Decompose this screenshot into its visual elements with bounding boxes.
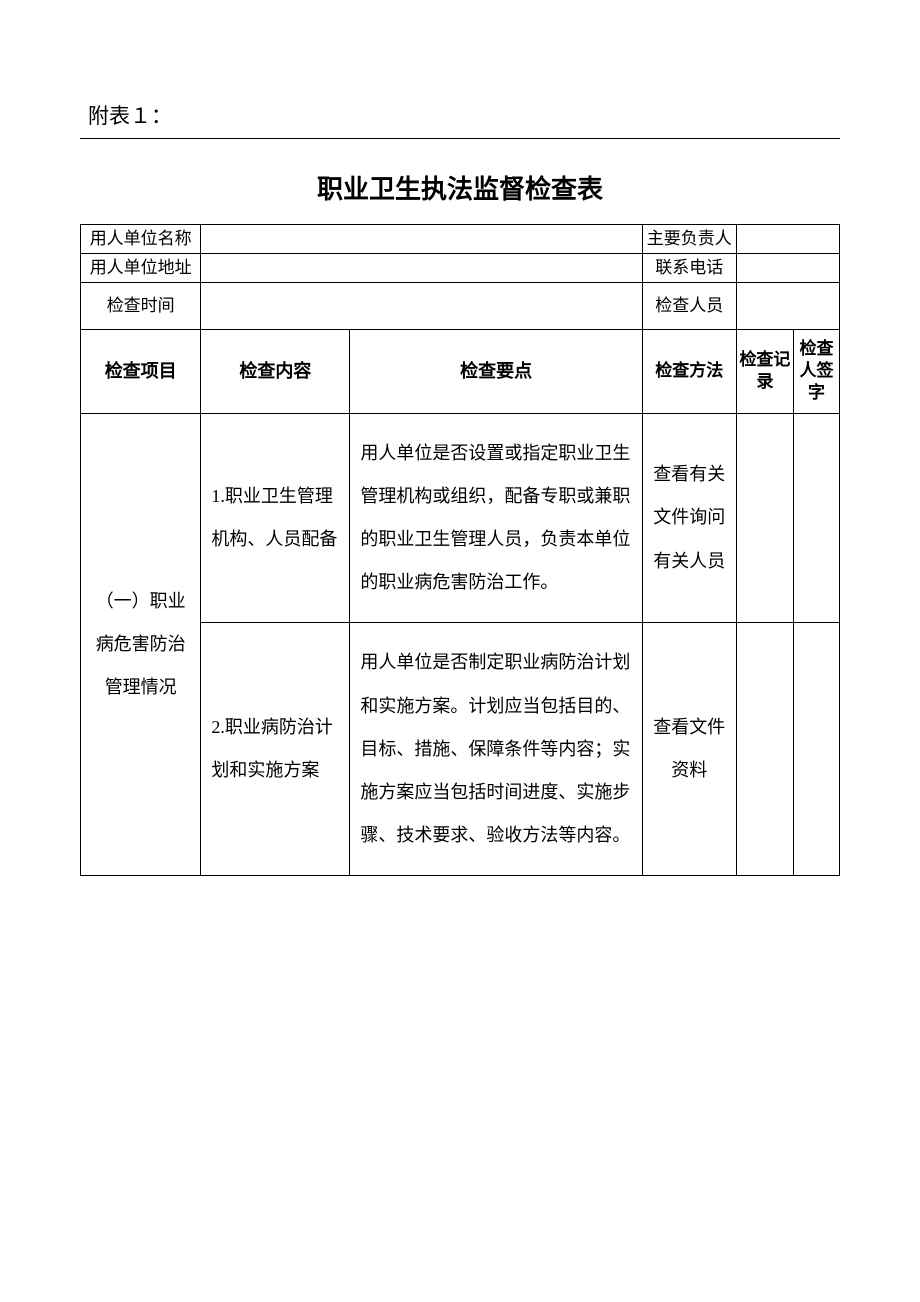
label-employer-name: 用人单位名称 — [81, 225, 201, 254]
info-row-2: 用人单位地址 联系电话 — [81, 254, 840, 283]
value-principal — [736, 225, 839, 254]
label-employer-address: 用人单位地址 — [81, 254, 201, 283]
value-employer-address — [201, 254, 642, 283]
label-inspector: 检查人员 — [642, 283, 736, 330]
info-row-3: 检查时间 检查人员 — [81, 283, 840, 330]
value-employer-name — [201, 225, 642, 254]
cell-content-1: 1.职业卫生管理机构、人员配备 — [201, 413, 350, 623]
header-content: 检查内容 — [201, 330, 350, 413]
cell-point-1: 用人单位是否设置或指定职业卫生管理机构或组织，配备专职或兼职的职业卫生管理人员，… — [350, 413, 642, 623]
cell-sign-1 — [794, 413, 840, 623]
label-principal: 主要负责人 — [642, 225, 736, 254]
cell-method-2: 查看文件资料 — [642, 623, 736, 876]
header-sign: 检查人签字 — [794, 330, 840, 413]
info-row-1: 用人单位名称 主要负责人 — [81, 225, 840, 254]
header-record: 检查记录 — [736, 330, 793, 413]
cell-point-2: 用人单位是否制定职业病防治计划和实施方案。计划应当包括目的、目标、措施、保障条件… — [350, 623, 642, 876]
cell-record-2 — [736, 623, 793, 876]
cell-method-1: 查看有关文件询问有关人员 — [642, 413, 736, 623]
header-point: 检查要点 — [350, 330, 642, 413]
document-title: 职业卫生执法监督检查表 — [80, 169, 840, 206]
cell-record-1 — [736, 413, 793, 623]
cell-sign-2 — [794, 623, 840, 876]
cell-project: （一）职业病危害防治管理情况 — [81, 413, 201, 876]
divider-line — [80, 138, 840, 139]
attachment-label: 附表１： — [80, 100, 840, 130]
header-method: 检查方法 — [642, 330, 736, 413]
header-project: 检查项目 — [81, 330, 201, 413]
label-check-time: 检查时间 — [81, 283, 201, 330]
inspection-table: 用人单位名称 主要负责人 用人单位地址 联系电话 检查时间 检查人员 检查项目 … — [80, 224, 840, 876]
cell-content-2: 2.职业病防治计划和实施方案 — [201, 623, 350, 876]
value-check-time — [201, 283, 642, 330]
label-phone: 联系电话 — [642, 254, 736, 283]
body-row-1: （一）职业病危害防治管理情况 1.职业卫生管理机构、人员配备 用人单位是否设置或… — [81, 413, 840, 623]
value-phone — [736, 254, 839, 283]
header-row: 检查项目 检查内容 检查要点 检查方法 检查记录 检查人签字 — [81, 330, 840, 413]
value-inspector — [736, 283, 839, 330]
